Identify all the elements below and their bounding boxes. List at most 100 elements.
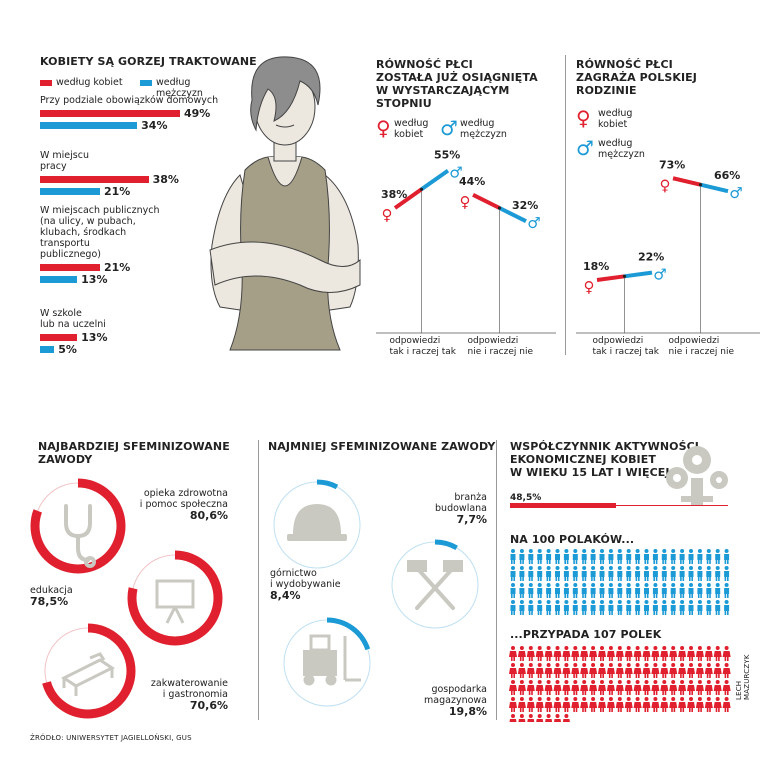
legend-label-mezczyzni: według mężczyzn <box>598 138 645 160</box>
bed-icon <box>61 652 115 696</box>
man-pictogram <box>537 583 543 598</box>
blackboard-icon <box>155 579 195 624</box>
helmet-icon <box>287 504 347 541</box>
chart3-legend: ♀ według kobiet ♂ według mężczyzn <box>576 106 656 166</box>
chart2-title: RÓWNOŚĆ PŁCI ZOSTAŁA JUŻ OSIĄGNIĘTA W WY… <box>376 58 538 110</box>
male-symbol-icon: ♂ <box>576 136 594 160</box>
man-pictogram <box>519 566 525 581</box>
woman-pictogram <box>598 697 606 712</box>
woman-pictogram <box>562 646 571 661</box>
woman-pictogram <box>544 697 553 712</box>
ring-value: 8,4% <box>270 589 301 602</box>
woman-pictogram <box>624 680 633 695</box>
woman-pictogram <box>553 663 562 678</box>
slope-segment-mezczyzni <box>420 168 450 191</box>
ring-value: 80,6% <box>190 509 228 522</box>
bar-mezczyzni <box>40 188 100 195</box>
woman-pictogram <box>642 697 651 712</box>
man-pictogram <box>563 566 569 581</box>
source-note: ŹRÓDŁO: UNIWERSYTET JAGIELLOŃSKI, GUS <box>30 734 192 742</box>
female-point-icon: ♀ <box>460 193 471 211</box>
woman-pictogram <box>669 680 678 695</box>
woman-pictogram <box>589 646 598 661</box>
woman-pictogram <box>642 663 651 678</box>
bar-value-label: 34% <box>141 119 168 132</box>
man-pictogram <box>546 549 552 564</box>
women-pictogram-grid <box>509 646 731 722</box>
woman-pictogram <box>526 646 535 661</box>
vertical-divider <box>496 440 497 720</box>
man-pictogram <box>626 566 632 581</box>
ring-value: 78,5% <box>30 595 68 608</box>
woman-pictogram <box>544 646 553 661</box>
activity-track <box>510 505 728 506</box>
slope-segment-kobiety <box>472 193 501 210</box>
bar-category-label: W miejscu pracy <box>40 150 89 172</box>
man-pictogram <box>688 600 694 615</box>
divider <box>565 55 566 355</box>
man-pictogram <box>537 600 543 615</box>
woman-pictogram <box>598 646 606 661</box>
woman-pictogram <box>669 646 678 661</box>
woman-pictogram <box>615 680 624 695</box>
woman-pictogram <box>642 680 651 695</box>
woman-pictogram <box>554 714 561 722</box>
man-pictogram <box>590 600 596 615</box>
ring-arc <box>127 550 223 646</box>
man-pictogram <box>563 600 569 615</box>
stethoscope-icon <box>64 504 96 568</box>
chart6-title: WSPÓŁCZYNNIK AKTYWNOŚCI EKONOMICZNEJ KOB… <box>510 440 699 479</box>
ring-value: 19,8% <box>449 705 487 718</box>
bar-mezczyzni <box>40 122 138 129</box>
legend-label-kobiety: według kobiet <box>598 108 633 130</box>
woman-pictogram <box>544 680 553 695</box>
man-pictogram <box>706 549 712 564</box>
female-point-icon: ♀ <box>660 176 671 194</box>
value-label-kobiety: 73% <box>659 158 685 171</box>
man-pictogram <box>688 549 694 564</box>
bar-kobiety <box>40 110 180 117</box>
woman-pictogram <box>624 697 633 712</box>
slope-segment-mezczyzni <box>498 206 527 223</box>
woman-pictogram <box>553 646 562 661</box>
woman-pictogram <box>704 680 713 695</box>
legend-swatch-kobiety <box>40 80 52 86</box>
man-pictogram <box>590 549 596 564</box>
man-pictogram <box>715 549 721 564</box>
activity-bar <box>510 503 616 508</box>
woman-pictogram <box>589 680 598 695</box>
man-pictogram <box>617 583 623 598</box>
woman-pictogram <box>553 680 562 695</box>
woman-pictogram <box>544 663 553 678</box>
woman-pictogram <box>580 697 589 712</box>
man-pictogram <box>697 566 703 581</box>
man-pictogram <box>528 566 534 581</box>
man-pictogram <box>697 600 703 615</box>
man-pictogram <box>510 583 516 598</box>
ring-label: branża budowlana <box>435 492 487 514</box>
woman-pictogram <box>535 663 544 678</box>
man-pictogram <box>697 583 703 598</box>
chart2-legend: ♀ według kobiet ♂ według mężczyzn <box>376 116 556 148</box>
man-pictogram <box>661 549 667 564</box>
woman-pictogram <box>695 663 704 678</box>
man-pictogram <box>572 549 578 564</box>
woman-pictogram <box>704 663 713 678</box>
man-pictogram <box>626 549 632 564</box>
woman-pictogram <box>678 680 687 695</box>
bar-value-label: 5% <box>58 343 77 356</box>
man-pictogram <box>599 600 605 615</box>
man-pictogram <box>572 583 578 598</box>
man-pictogram <box>546 583 552 598</box>
man-pictogram <box>644 566 649 581</box>
woman-pictogram <box>678 646 687 661</box>
woman-pictogram <box>580 646 589 661</box>
woman-pictogram <box>535 646 544 661</box>
man-pictogram <box>581 549 587 564</box>
female-symbol-icon: ♀ <box>576 106 591 130</box>
woman-illustration <box>209 56 361 351</box>
value-label-mezczyzni: 32% <box>512 199 538 212</box>
woman-pictogram <box>606 697 615 712</box>
woman-pictogram <box>722 646 731 661</box>
ring-label: gospodarka magazynowa <box>424 684 487 706</box>
